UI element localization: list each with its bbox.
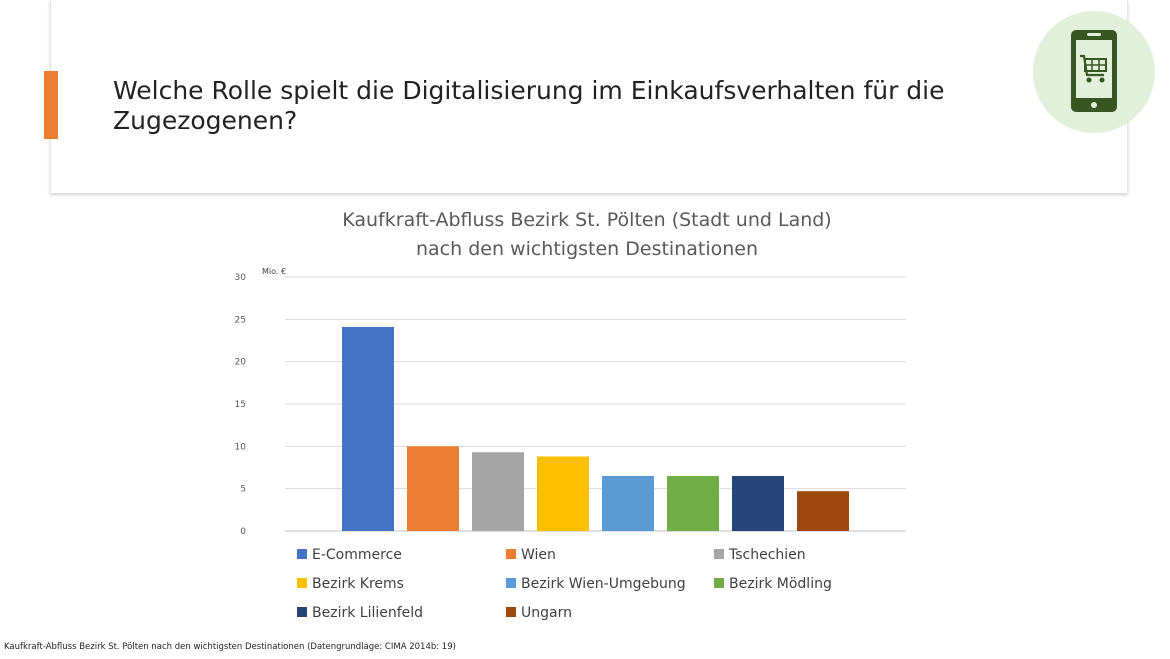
bar-chart: Kaufkraft-Abfluss Bezirk St. Pölten (Sta… bbox=[235, 209, 906, 621]
slide-title: Welche Rolle spielt die Digitalisierung … bbox=[113, 76, 945, 135]
icon-badge bbox=[1033, 11, 1155, 133]
legend-label: Bezirk Lilienfeld bbox=[312, 605, 423, 621]
legend-swatch bbox=[297, 578, 307, 588]
bar-wien bbox=[407, 446, 459, 531]
legend-label: Tschechien bbox=[728, 547, 806, 563]
legend-swatch bbox=[714, 578, 724, 588]
chart-title-line1: Kaufkraft-Abfluss Bezirk St. Pölten (Sta… bbox=[342, 209, 831, 231]
bar-bezirk-m-dling bbox=[667, 475, 719, 531]
legend-swatch bbox=[506, 578, 516, 588]
bar-bezirk-wien-umgebung bbox=[602, 475, 654, 531]
legend-swatch bbox=[297, 607, 307, 617]
legend-swatch bbox=[506, 549, 516, 559]
y-axis-label: Mio. € bbox=[262, 267, 286, 276]
y-tick-label: 30 bbox=[235, 273, 247, 283]
accent-bar bbox=[44, 71, 58, 139]
y-tick-label: 0 bbox=[240, 527, 246, 537]
legend-label: Wien bbox=[521, 547, 556, 563]
chart-title-line2: nach den wichtigsten Destinationen bbox=[416, 238, 758, 260]
y-tick-label: 15 bbox=[235, 400, 246, 410]
y-tick-label: 10 bbox=[235, 442, 247, 452]
bar-tschechien bbox=[472, 452, 524, 531]
bar-ungarn bbox=[797, 491, 849, 531]
header-card bbox=[50, 0, 1128, 193]
legend-label: Ungarn bbox=[521, 605, 572, 621]
shopping-cart-phone-icon bbox=[1071, 30, 1117, 112]
legend-label: Bezirk Mödling bbox=[729, 576, 832, 592]
bar-e-commerce bbox=[342, 326, 394, 531]
bar-bezirk-krems bbox=[537, 456, 589, 531]
legend-label: E-Commerce bbox=[312, 547, 402, 563]
legend-swatch bbox=[297, 549, 307, 559]
legend-label: Bezirk Wien-Umgebung bbox=[521, 576, 686, 592]
y-tick-label: 25 bbox=[235, 315, 246, 325]
legend-label: Bezirk Krems bbox=[312, 576, 404, 592]
figure-caption: Kaufkraft-Abfluss Bezirk St. Pölten nach… bbox=[4, 642, 456, 652]
legend-swatch bbox=[506, 607, 516, 617]
bar-bezirk-lilienfeld bbox=[732, 475, 784, 531]
legend-swatch bbox=[714, 549, 724, 559]
y-tick-label: 20 bbox=[235, 358, 247, 368]
y-tick-label: 5 bbox=[240, 485, 246, 495]
